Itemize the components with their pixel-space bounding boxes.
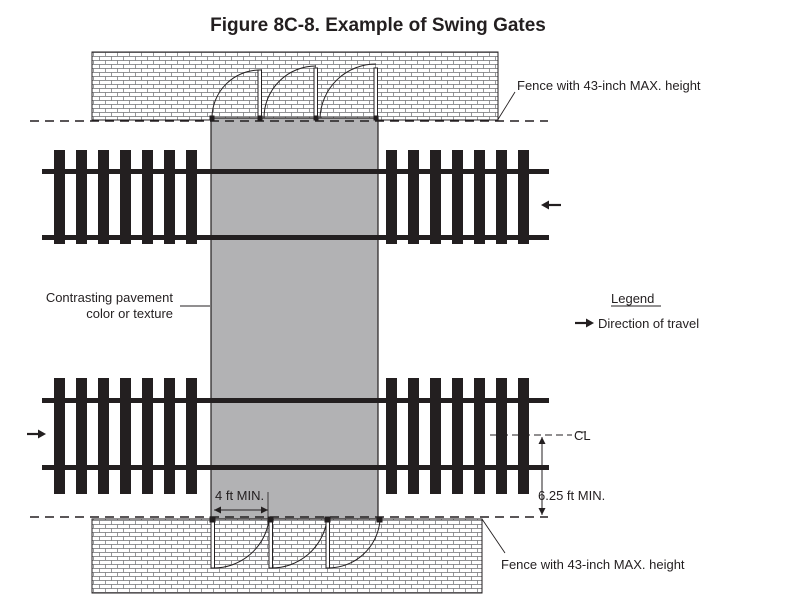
offset-dimension (538, 437, 546, 515)
offset-dimension-label: 6.25 ft MIN. (538, 488, 605, 503)
fence-bottom-label: Fence with 43-inch MAX. height (501, 557, 685, 572)
legend-right-arrow-icon (575, 318, 594, 328)
upper-track-rail-2 (42, 235, 549, 240)
bottom-brick-wall (91, 518, 483, 594)
lower-track-ties (54, 378, 529, 494)
lower-track-rail-1 (42, 398, 549, 403)
lower-travel-arrow-icon (27, 429, 46, 439)
upper-track-ties (54, 150, 529, 244)
top-swing-gates (209, 63, 379, 121)
legend-heading: Legend (611, 291, 654, 306)
legend-item-label: Direction of travel (598, 316, 699, 331)
contrasting-pavement (210, 117, 379, 520)
width-dimension (214, 492, 269, 518)
fence-bottom-leader (481, 518, 506, 554)
fence-top-leader (496, 91, 516, 122)
fence-top-label: Fence with 43-inch MAX. height (517, 78, 701, 93)
bottom-swing-gates (209, 516, 383, 569)
upper-travel-arrow-icon (541, 200, 561, 210)
upper-track (42, 150, 549, 244)
lower-track (42, 378, 549, 494)
width-dimension-label: 4 ft MIN. (215, 488, 264, 503)
figure-title: Figure 8C-8. Example of Swing Gates (210, 15, 546, 36)
centerline-label: CL (574, 428, 591, 443)
pavement-label-line1: Contrasting pavement (46, 290, 174, 305)
upper-track-rail-1 (42, 169, 549, 174)
top-brick-wall (91, 51, 499, 121)
pavement-label-line2: color or texture (86, 306, 173, 321)
lower-track-rail-2 (42, 465, 549, 470)
